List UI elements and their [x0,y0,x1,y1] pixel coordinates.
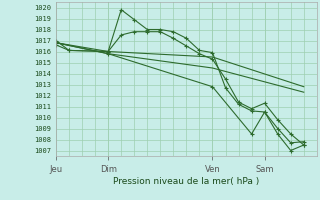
X-axis label: Pression niveau de la mer( hPa ): Pression niveau de la mer( hPa ) [113,177,260,186]
